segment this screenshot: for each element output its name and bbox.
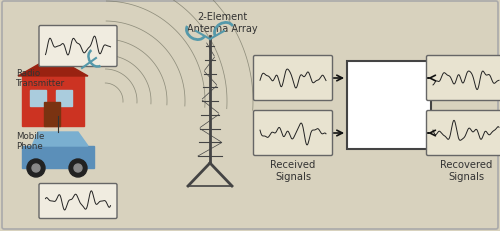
Bar (44, 103, 60, 126)
FancyBboxPatch shape (254, 56, 332, 101)
Bar (22, 146, 94, 168)
FancyBboxPatch shape (426, 56, 500, 101)
Text: Received
Signals: Received Signals (270, 159, 316, 182)
FancyBboxPatch shape (2, 2, 498, 229)
Polygon shape (32, 132, 88, 146)
Bar (30, 91, 46, 106)
Bar (347, 62, 431, 149)
Text: Blind
Source
Separator: Blind Source Separator (360, 79, 418, 128)
FancyBboxPatch shape (39, 184, 117, 219)
Bar (56, 91, 72, 106)
Text: Recovered
Signals: Recovered Signals (440, 159, 492, 182)
Text: Radio
Transmitter: Radio Transmitter (16, 69, 65, 88)
FancyBboxPatch shape (426, 111, 500, 156)
Bar (22, 77, 84, 126)
Circle shape (27, 159, 45, 177)
Circle shape (32, 164, 40, 172)
Text: Mobile
Phone: Mobile Phone (16, 131, 44, 151)
Text: 2-Element
Antenna Array: 2-Element Antenna Array (186, 12, 258, 34)
Circle shape (74, 164, 82, 172)
FancyBboxPatch shape (39, 26, 117, 67)
Circle shape (69, 159, 87, 177)
Polygon shape (18, 57, 88, 77)
FancyBboxPatch shape (254, 111, 332, 156)
